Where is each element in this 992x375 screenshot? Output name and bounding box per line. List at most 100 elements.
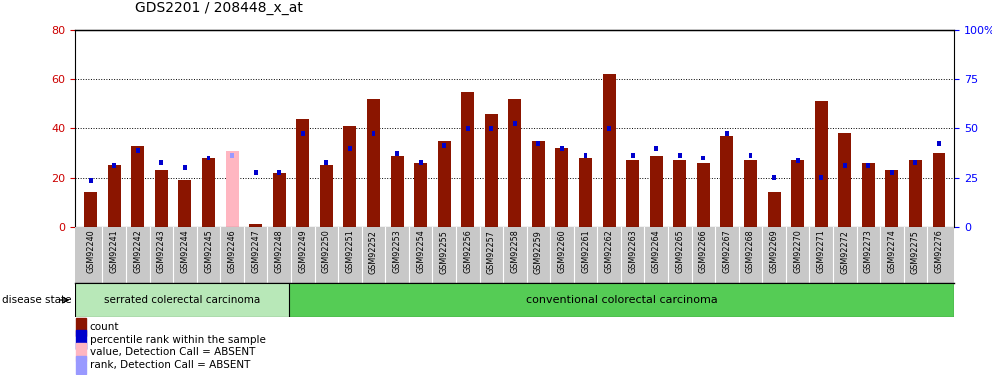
Bar: [442, 143, 446, 148]
Text: GDS2201 / 208448_x_at: GDS2201 / 208448_x_at: [135, 1, 303, 15]
Text: GSM92246: GSM92246: [227, 230, 236, 273]
Bar: [183, 165, 186, 170]
Bar: [249, 224, 262, 227]
Bar: [720, 136, 733, 227]
Bar: [626, 160, 639, 227]
Text: GSM92260: GSM92260: [558, 230, 566, 273]
Text: disease state: disease state: [2, 295, 71, 305]
Bar: [395, 151, 399, 156]
Bar: [278, 170, 281, 175]
Bar: [273, 173, 286, 227]
Text: GSM92261: GSM92261: [581, 230, 590, 273]
Bar: [414, 163, 428, 227]
Text: GSM92262: GSM92262: [604, 230, 614, 273]
Text: GSM92258: GSM92258: [510, 230, 520, 273]
Text: GSM92248: GSM92248: [275, 230, 284, 273]
Bar: [155, 170, 168, 227]
Text: GSM92259: GSM92259: [534, 230, 543, 274]
Bar: [508, 99, 522, 227]
Text: GSM92242: GSM92242: [133, 230, 142, 273]
Bar: [556, 148, 568, 227]
Text: GSM92269: GSM92269: [770, 230, 779, 273]
Text: GSM92257: GSM92257: [487, 230, 496, 274]
Bar: [76, 356, 86, 374]
Text: percentile rank within the sample: percentile rank within the sample: [89, 334, 266, 345]
Bar: [372, 131, 375, 136]
Bar: [419, 160, 423, 165]
Bar: [768, 192, 781, 227]
Bar: [937, 141, 941, 146]
Text: GSM92276: GSM92276: [934, 230, 943, 273]
Bar: [819, 175, 823, 180]
Bar: [75, 283, 290, 317]
Bar: [76, 343, 86, 362]
Bar: [749, 153, 752, 158]
Bar: [814, 101, 827, 227]
Bar: [796, 158, 800, 163]
Bar: [391, 156, 404, 227]
Bar: [319, 165, 333, 227]
Text: GSM92270: GSM92270: [794, 230, 803, 273]
Bar: [108, 165, 121, 227]
Bar: [84, 192, 97, 227]
Bar: [76, 318, 86, 336]
Bar: [290, 283, 954, 317]
Bar: [560, 146, 563, 151]
Text: GSM92271: GSM92271: [816, 230, 825, 273]
Text: GSM92275: GSM92275: [911, 230, 920, 274]
Bar: [206, 156, 210, 160]
Bar: [513, 121, 517, 126]
Bar: [607, 126, 611, 131]
Bar: [655, 146, 658, 151]
Text: GSM92255: GSM92255: [439, 230, 448, 274]
Text: GSM92272: GSM92272: [840, 230, 849, 274]
Text: GSM92250: GSM92250: [321, 230, 331, 273]
Text: GSM92247: GSM92247: [251, 230, 260, 273]
Bar: [838, 134, 851, 227]
Bar: [225, 151, 238, 227]
Bar: [792, 160, 805, 227]
Text: rank, Detection Call = ABSENT: rank, Detection Call = ABSENT: [89, 360, 250, 370]
Bar: [301, 131, 305, 136]
Text: GSM92263: GSM92263: [628, 230, 637, 273]
Bar: [485, 114, 498, 227]
Bar: [461, 92, 474, 227]
Bar: [324, 160, 328, 165]
Bar: [725, 131, 729, 136]
Bar: [914, 160, 918, 165]
Bar: [131, 146, 144, 227]
Text: GSM92274: GSM92274: [888, 230, 897, 273]
Bar: [886, 170, 899, 227]
Text: conventional colorectal carcinoma: conventional colorectal carcinoma: [526, 295, 717, 305]
Bar: [532, 141, 545, 227]
Text: GSM92244: GSM92244: [181, 230, 189, 273]
Text: GSM92241: GSM92241: [110, 230, 119, 273]
Bar: [772, 175, 776, 180]
Bar: [466, 126, 469, 131]
Bar: [88, 178, 92, 183]
Text: GSM92254: GSM92254: [416, 230, 426, 273]
Bar: [701, 156, 705, 160]
Bar: [348, 146, 352, 151]
Bar: [890, 170, 894, 175]
Bar: [160, 160, 164, 165]
Bar: [202, 158, 215, 227]
Bar: [367, 99, 380, 227]
Bar: [866, 163, 870, 168]
Text: GSM92252: GSM92252: [369, 230, 378, 274]
Bar: [112, 163, 116, 168]
Text: serrated colerectal carcinoma: serrated colerectal carcinoma: [104, 295, 261, 305]
Text: GSM92273: GSM92273: [864, 230, 873, 273]
Text: count: count: [89, 322, 119, 332]
Text: GSM92253: GSM92253: [393, 230, 402, 273]
Bar: [744, 160, 757, 227]
Text: GSM92256: GSM92256: [463, 230, 472, 273]
Bar: [862, 163, 875, 227]
Bar: [230, 153, 234, 158]
Bar: [579, 158, 592, 227]
Bar: [254, 170, 258, 175]
Text: GSM92264: GSM92264: [652, 230, 661, 273]
Bar: [437, 141, 450, 227]
Text: GSM92267: GSM92267: [722, 230, 731, 273]
Text: GSM92268: GSM92268: [746, 230, 755, 273]
